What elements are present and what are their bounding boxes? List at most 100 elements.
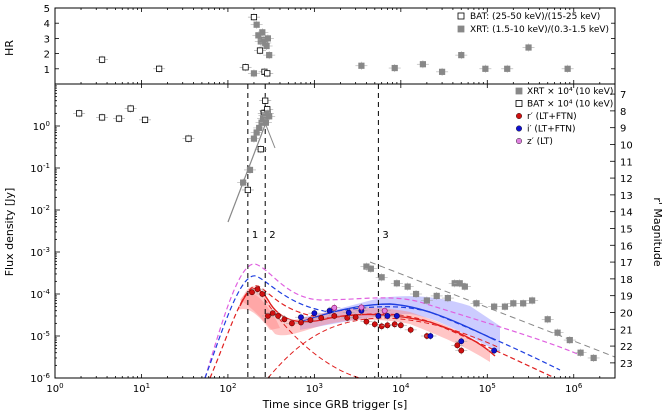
- r-fast-band: [238, 286, 280, 330]
- bottom-z-point-0: [331, 304, 338, 311]
- top-xrt-point-0: [250, 70, 258, 77]
- y-tick-exponent: -5: [43, 330, 50, 338]
- bottom-r-point-17: [384, 322, 391, 329]
- top-xrt-point-17: [525, 44, 532, 51]
- top-points-group: [96, 13, 574, 78]
- bottom-r-point-9: [307, 317, 314, 323]
- x-tick-label: 104: [392, 382, 410, 395]
- bottom-xrt-point-32: [577, 349, 584, 356]
- top-xrt-point-14: [458, 52, 465, 59]
- bottom-ylabel: Flux density [Jy]: [3, 188, 16, 277]
- bottom-xrt-point-24: [491, 303, 498, 310]
- bottom-r-point-7: [289, 320, 295, 327]
- bottom-bat-point-6: [244, 186, 251, 194]
- r-decay-curve: [259, 291, 361, 378]
- bottom-xrt-point-2: [250, 135, 258, 142]
- top-xrt-point-9: [266, 52, 273, 59]
- bottom-r-point-18: [391, 321, 398, 328]
- right-mag-tick-label: 8: [620, 107, 626, 118]
- y-tick-exponent: -6: [43, 372, 51, 380]
- top-y-tick-label: 4: [44, 19, 50, 30]
- bottom-r-point-14: [363, 318, 370, 325]
- right-mag-tick-label: 14: [620, 208, 633, 219]
- top-y-tick-label: 3: [44, 34, 50, 45]
- bottom-y-tick-label: 10-5: [30, 330, 50, 343]
- bottom-xrt-point-22: [461, 283, 468, 290]
- bottom-xrt-point-16: [412, 290, 420, 298]
- x-tick-exponent: 4: [405, 382, 410, 390]
- top-bat-point-4: [256, 47, 264, 54]
- top-xrt-point-13: [438, 68, 446, 75]
- right-mag-tick-label: 15: [620, 224, 633, 235]
- bottom-i-point-3: [345, 309, 352, 316]
- top-xrt-point-1: [253, 21, 260, 28]
- top-xrt-point-15: [482, 65, 489, 72]
- bottom-points-group: [73, 96, 600, 362]
- bottom-i-point-7: [393, 313, 400, 319]
- bottom-r-point-3: [264, 313, 271, 319]
- x-tick-exponent: 5: [491, 382, 495, 390]
- bottom-axes-frame: [54, 83, 616, 379]
- bottom-xrt-point-0: [240, 179, 247, 186]
- bottom-legend-marker: [515, 100, 523, 107]
- x-tick-exponent: 3: [319, 382, 323, 390]
- right-mag-tick-label: 16: [620, 241, 633, 252]
- bottom-bat-point-9: [262, 97, 269, 104]
- x-tick-exponent: 6: [578, 382, 583, 390]
- top-bat-point-0: [98, 56, 106, 63]
- bottom-y-tick-label: 100: [33, 120, 50, 133]
- top-legend-label: BAT: (25-50 keV)/(15-25 keV): [470, 12, 600, 22]
- right-mag-tick-label: 10: [620, 140, 633, 151]
- right-mag-tick-label: 17: [620, 258, 633, 269]
- bottom-r-point-15: [371, 321, 378, 328]
- bottom-xrt-point-18: [433, 292, 440, 300]
- bottom-xrt-point-19: [444, 294, 451, 302]
- bottom-bat-point-4: [141, 116, 149, 123]
- bottom-xrt-point-8: [262, 119, 270, 126]
- bottom-r-point-16: [378, 323, 385, 330]
- bottom-xrt-point-27: [520, 300, 527, 307]
- tick-labels-group: 100 101 102 103 104 105 1061234510-610-510-410…: [30, 4, 632, 395]
- y-tick-exponent: 0: [46, 120, 50, 128]
- bottom-i-point-9: [458, 338, 465, 345]
- bottom-xrt-point-28: [529, 297, 536, 304]
- y-tick-exponent: -3: [43, 246, 50, 254]
- bottom-r-point-0: [249, 289, 255, 296]
- bottom-legend: XRT × 10⁴ (10 keV) BAT × 10⁴ (10 keV) r′ (…: [515, 87, 613, 147]
- right-mag-tick-label: 7: [620, 90, 626, 101]
- bottom-xrt-point-15: [404, 283, 411, 290]
- bottom-xrt-point-25: [501, 303, 509, 310]
- x-tick-exponent: 2: [232, 382, 236, 390]
- top-y-tick-label: 2: [44, 50, 50, 61]
- bottom-z-point-2: [381, 307, 388, 314]
- bottom-r-point-19: [397, 322, 404, 329]
- bottom-legend-marker: [515, 137, 523, 145]
- bottom-xrt-point-30: [554, 329, 561, 336]
- x-tick-label: 100: [46, 382, 63, 395]
- vline-label-2: 2: [269, 230, 275, 241]
- bottom-xrt-point-29: [544, 316, 551, 323]
- bottom-legend-label: BAT × 10⁴ (10 keV): [527, 100, 613, 110]
- x-tick-label: 103: [306, 382, 323, 395]
- top-bat-point-6: [264, 70, 271, 77]
- bottom-r-point-6: [281, 316, 288, 323]
- bottom-xrt-point-4: [256, 124, 263, 132]
- bottom-i-point-2: [326, 307, 333, 314]
- bottom-y-tick-label: 10-1: [30, 162, 50, 175]
- bottom-legend-label: r′ (LT+FTN): [527, 112, 577, 122]
- top-xrt-point-18: [564, 65, 571, 72]
- y-tick-exponent: -1: [43, 162, 50, 170]
- bottom-xrt-point-17: [423, 297, 430, 304]
- bottom-y-tick-label: 10-2: [30, 204, 50, 217]
- bottom-bat-point-1: [98, 114, 106, 121]
- right-mag-tick-label: 21: [620, 325, 633, 336]
- bottom-xrt-point-1: [246, 166, 254, 174]
- top-legend-marker: [457, 12, 465, 20]
- right-mag-tick-label: 22: [620, 342, 633, 353]
- bottom-r-point-5: [275, 313, 281, 319]
- bottom-z-point-1: [358, 304, 365, 311]
- y-tick-exponent: -2: [43, 204, 50, 212]
- bottom-xrt-point-26: [510, 300, 517, 307]
- y-tick-exponent: -4: [43, 288, 51, 296]
